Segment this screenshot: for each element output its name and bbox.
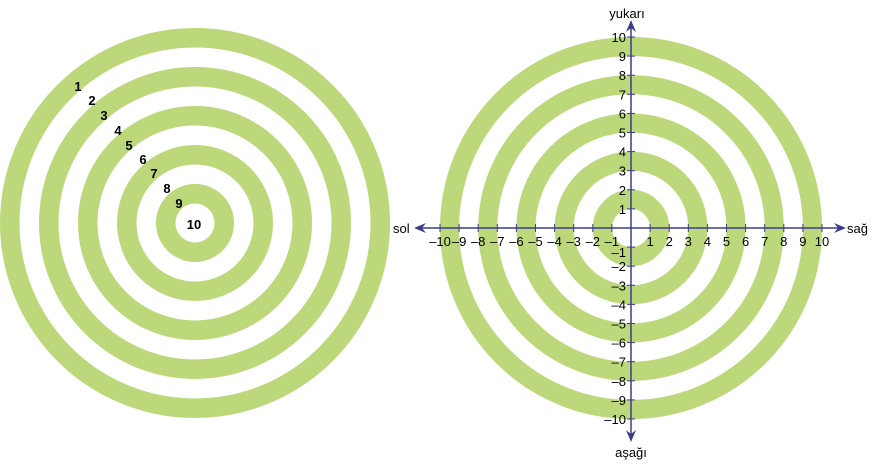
ring-score-label: 3 xyxy=(100,108,107,123)
y-tick-label: 9 xyxy=(619,49,626,64)
x-tick-label: –1 xyxy=(605,234,619,249)
ring-score-label: 9 xyxy=(175,196,182,211)
arrow-right-icon xyxy=(834,223,846,233)
ring-score-label: 7 xyxy=(150,166,157,181)
y-tick-label: –6 xyxy=(612,336,626,351)
y-tick-label: 1 xyxy=(619,202,626,217)
y-tick-label: –10 xyxy=(604,412,626,427)
x-tick-label: 5 xyxy=(723,234,730,249)
x-tick-label: –8 xyxy=(471,234,485,249)
target-ring xyxy=(39,67,351,379)
ring-score-label: 2 xyxy=(88,93,95,108)
axis-label-right: sağ xyxy=(847,221,868,236)
ring-score-label: 4 xyxy=(114,123,122,138)
y-tick-label: –9 xyxy=(612,393,626,408)
x-tick-label: 9 xyxy=(799,234,806,249)
y-tick-label: –3 xyxy=(612,278,626,293)
y-tick-label: 2 xyxy=(619,183,626,198)
target-ring xyxy=(117,145,273,301)
axis-label-up: yukarı xyxy=(609,6,644,21)
x-tick-label: 6 xyxy=(742,234,749,249)
y-tick-label: –7 xyxy=(612,355,626,370)
ring-score-label: 1 xyxy=(74,79,81,94)
arrow-up-icon xyxy=(626,20,636,32)
ring-score-label: 6 xyxy=(139,152,146,167)
x-tick-label: –5 xyxy=(528,234,542,249)
ring-score-label: 8 xyxy=(163,181,170,196)
x-tick-label: 2 xyxy=(666,234,673,249)
y-tick-label: 10 xyxy=(612,30,626,45)
y-tick-label: 8 xyxy=(619,68,626,83)
x-tick-label: 4 xyxy=(704,234,711,249)
x-tick-label: –6 xyxy=(509,234,523,249)
ring-score-label: 10 xyxy=(187,217,201,232)
x-tick-label: –10 xyxy=(429,234,451,249)
axis-label-down: aşağı xyxy=(615,445,647,460)
y-tick-label: –5 xyxy=(612,317,626,332)
x-tick-label: 7 xyxy=(761,234,768,249)
y-tick-label: –4 xyxy=(612,297,626,312)
target-ring xyxy=(156,184,234,262)
y-tick-label: –2 xyxy=(612,259,626,274)
y-tick-label: 5 xyxy=(619,126,626,141)
y-tick-label: 3 xyxy=(619,164,626,179)
x-tick-label: 3 xyxy=(685,234,692,249)
x-tick-label: –7 xyxy=(490,234,504,249)
arrow-left-icon xyxy=(414,223,426,233)
x-tick-label: 8 xyxy=(780,234,787,249)
x-tick-label: 1 xyxy=(646,234,653,249)
y-tick-label: 7 xyxy=(619,87,626,102)
y-tick-label: –8 xyxy=(612,374,626,389)
ring-score-label: 5 xyxy=(125,138,132,153)
x-tick-label: –9 xyxy=(452,234,466,249)
arrow-down-icon xyxy=(626,430,636,442)
target-ring xyxy=(0,28,390,418)
y-tick-label: 4 xyxy=(619,145,626,160)
x-tick-label: –4 xyxy=(547,234,561,249)
x-tick-label: 10 xyxy=(815,234,829,249)
target-ring xyxy=(78,106,312,340)
axis-label-left: sol xyxy=(393,221,410,236)
x-tick-label: –2 xyxy=(586,234,600,249)
y-tick-label: –1 xyxy=(612,245,626,260)
right-target-with-axes: –10 –9 –8 –7 –6 –5 –4 –3 –2 –1 1 2 3 4 5 6 7 8 9 1010987654… xyxy=(414,20,846,442)
x-tick-label: –3 xyxy=(566,234,580,249)
y-tick-label: 6 xyxy=(619,106,626,121)
